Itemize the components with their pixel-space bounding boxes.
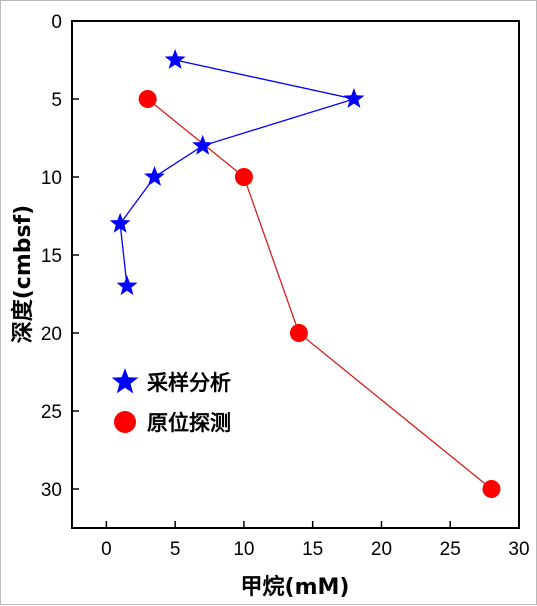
legend-star-icon [111,368,139,394]
y-axis-ticks: 0 5 10 15 20 25 30 [41,12,79,501]
y-axis-title: 深度(cmbsf) [10,205,36,344]
data-point-star [109,212,131,233]
x-tick-label: 15 [302,539,323,560]
x-axis-ticks: 0 5 10 15 20 25 30 [101,521,530,560]
data-point-circle [138,90,157,108]
series-line [147,98,492,490]
data-point-star [144,166,165,186]
x-tick-label: 30 [508,539,529,560]
x-axis-title: 甲烷(mM) [241,574,350,600]
y-tick-label: 10 [41,168,62,189]
series-layer [109,49,501,498]
x-tick-label: 10 [233,539,254,560]
data-point-star [192,134,214,155]
y-tick-label: 20 [41,324,62,345]
data-point-circle [234,168,253,186]
y-tick-label: 0 [51,12,62,33]
data-point-star [116,275,138,296]
x-tick-label: 5 [170,539,181,560]
legend-circle-icon [114,411,136,433]
data-point-circle [289,324,308,342]
y-tick-label: 25 [41,402,62,423]
y-tick-label: 15 [41,246,62,267]
data-point-star [164,49,186,69]
y-tick-label: 30 [41,480,62,501]
y-tick-label: 5 [51,90,62,111]
data-point-circle [482,480,501,498]
legend-label: 原位探测 [147,411,231,435]
legend-label: 采样分析 [147,371,231,395]
x-tick-label: 0 [101,539,112,560]
plot-area [71,20,520,529]
x-tick-label: 20 [371,539,392,560]
series-in-situ [138,90,501,498]
series-sampling [109,49,365,296]
series-line [119,59,357,287]
x-tick-label: 25 [440,539,461,560]
data-point-star [343,88,365,108]
